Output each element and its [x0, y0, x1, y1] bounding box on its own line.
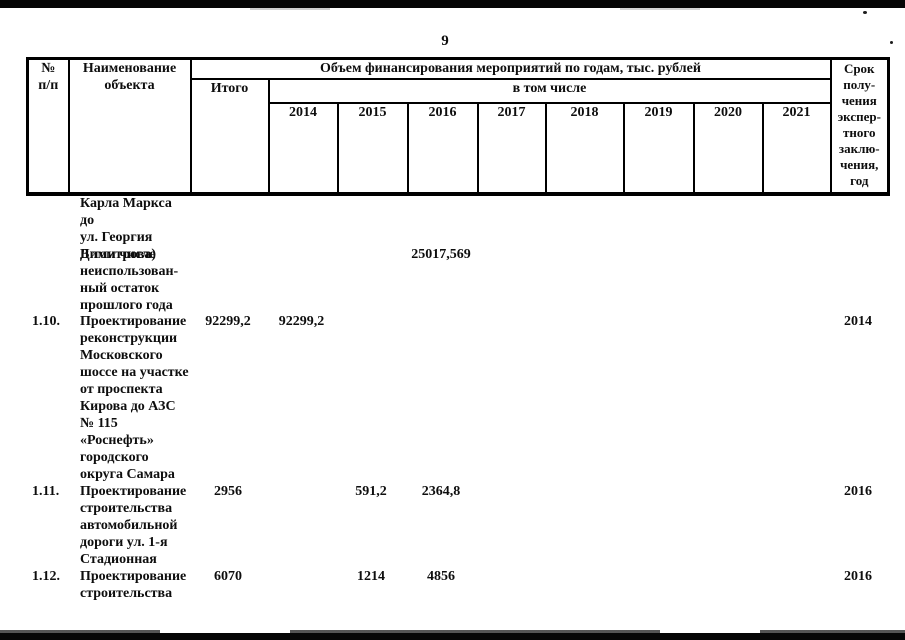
header-including: в том числе [267, 78, 832, 104]
table-row: Карла Маркса до ул. Георгия Димитрова) [26, 195, 887, 263]
cell-object-name: Проектирование реконструкции Московского… [80, 314, 189, 482]
scan-edge-bottom [0, 630, 905, 640]
header-volume-group: Объем финансирования мероприятий по года… [189, 57, 832, 80]
cell-total: 92299,2 [205, 314, 251, 329]
cell-object-name: Проектирование строительства [80, 569, 187, 601]
header-year-2018: 2018 [544, 102, 625, 195]
cell-total: 2956 [214, 484, 242, 499]
table-row: 1.11. Проектирование строительства автом… [26, 483, 887, 568]
cell-object-name: Карла Маркса до ул. Георгия Димитрова) [80, 196, 172, 262]
financing-table-header: № п/п Наименование объекта Объем финанси… [26, 57, 890, 196]
cell-row-number: 1.10. [32, 314, 60, 329]
cell-year-2015: 1214 [357, 569, 385, 584]
header-total: Итого [189, 78, 270, 195]
header-year-2014: 2014 [267, 102, 339, 195]
header-term: Срок полу- чения экспер- тного заклю- че… [829, 57, 890, 195]
cell-object-name: Проектирование строительства автомобильн… [80, 484, 187, 567]
cell-year-2015: 591,2 [355, 484, 387, 499]
scan-speck [863, 11, 867, 14]
scan-edge-top [0, 0, 905, 10]
cell-row-number [26, 246, 67, 314]
cell-year-2016: 2364,8 [421, 484, 461, 499]
header-object-name: Наименование объекта [67, 57, 192, 195]
header-year-2019: 2019 [622, 102, 695, 195]
page-number: 9 [441, 33, 449, 49]
header-year-2017: 2017 [476, 102, 547, 195]
table-row: 1.12. Проектирование строительства 6070 … [26, 568, 887, 602]
header-year-2015: 2015 [336, 102, 409, 195]
cell-year-2016: 25017,569 [411, 247, 471, 262]
cell-year-2016: 4856 [427, 569, 455, 584]
cell-object-name: В том числе неиспользован- ный остаток п… [80, 247, 179, 313]
cell-total: 6070 [214, 569, 242, 584]
header-year-2016: 2016 [406, 102, 479, 195]
table-row: В том числе неиспользован- ный остаток п… [26, 246, 887, 314]
header-year-2021: 2021 [761, 102, 832, 195]
cell-term: 2014 [844, 314, 872, 329]
header-num: № п/п [26, 57, 70, 195]
cell-row-number: 1.11. [32, 484, 60, 499]
cell-term: 2016 [844, 569, 872, 584]
header-year-2020: 2020 [692, 102, 764, 195]
scan-speck [890, 41, 893, 44]
table-row: 1.10. Проектирование реконструкции Моско… [26, 313, 887, 483]
cell-term: 2016 [844, 484, 872, 499]
cell-year-2014: 92299,2 [278, 314, 325, 329]
cell-row-number: 1.12. [32, 569, 60, 584]
